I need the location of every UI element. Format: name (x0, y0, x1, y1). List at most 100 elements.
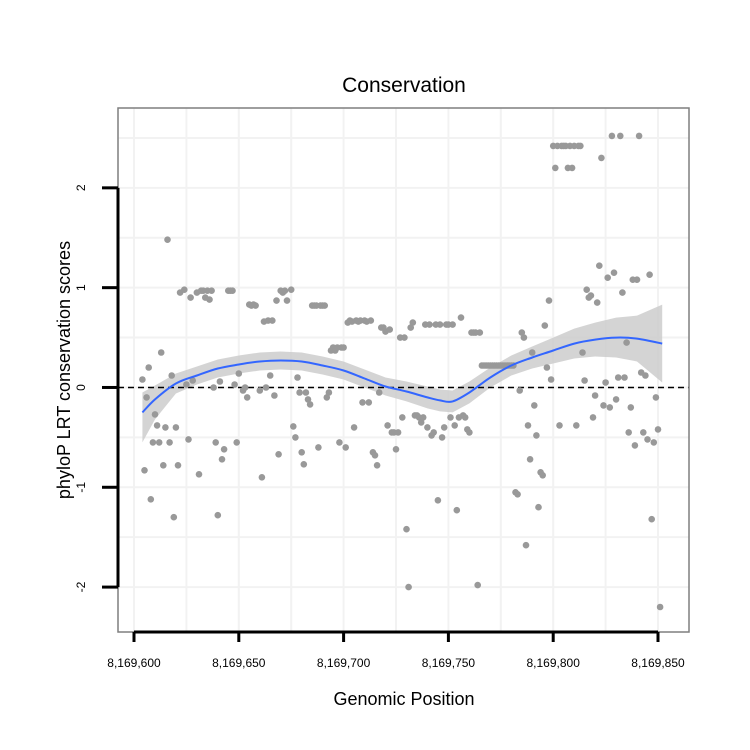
data-point (231, 381, 238, 388)
data-point (610, 269, 618, 277)
data-point (168, 372, 175, 379)
data-point (635, 132, 643, 140)
data-point (294, 374, 301, 381)
data-point (644, 436, 651, 443)
data-point (633, 276, 641, 284)
data-point (568, 164, 576, 172)
data-point (533, 432, 540, 439)
data-point (275, 451, 282, 458)
data-point (466, 429, 473, 436)
data-point (583, 286, 590, 294)
data-point (579, 349, 586, 356)
data-point (606, 404, 614, 411)
data-point (147, 496, 155, 503)
data-point (614, 374, 622, 381)
chart-title: Conservation (342, 74, 466, 97)
data-point (394, 429, 402, 436)
data-point (604, 274, 611, 282)
data-point (581, 377, 588, 384)
data-point (306, 401, 314, 408)
data-point (654, 426, 662, 433)
data-point (302, 389, 310, 396)
data-point (650, 439, 658, 446)
data-point (631, 442, 639, 449)
x-tick-label: 8,169,600 (107, 656, 161, 670)
data-point (185, 436, 192, 443)
data-point (359, 399, 366, 406)
data-point (155, 439, 163, 446)
data-point (621, 374, 628, 381)
x-tick-label: 8,169,700 (317, 656, 371, 670)
data-point (518, 329, 526, 336)
data-point (300, 461, 308, 468)
data-point (170, 513, 178, 521)
data-point (195, 471, 203, 478)
y-tick-label: 0 (74, 384, 88, 391)
data-point (229, 287, 236, 295)
data-point (625, 429, 632, 436)
data-point (573, 422, 580, 429)
data-point (290, 423, 297, 430)
data-point (535, 503, 542, 511)
x-tick-label: 8,169,850 (631, 656, 685, 670)
smooth-line (141, 336, 663, 414)
data-point (292, 434, 299, 441)
data-point (426, 321, 433, 328)
data-point (417, 419, 425, 426)
data-point (589, 414, 597, 421)
data-point (547, 376, 555, 383)
data-point (656, 603, 664, 611)
data-point (141, 467, 148, 474)
data-point (434, 497, 442, 504)
data-point (384, 422, 391, 429)
data-point (440, 424, 448, 431)
data-point (627, 404, 635, 411)
data-point (166, 439, 173, 446)
data-point (438, 434, 446, 441)
y-tick-label: 1 (74, 284, 88, 291)
data-point (617, 132, 624, 140)
data-point (269, 317, 276, 324)
data-point (531, 402, 538, 409)
data-point (273, 297, 280, 304)
data-point (602, 379, 609, 386)
data-point (321, 302, 329, 309)
data-point (619, 289, 626, 296)
data-point (157, 349, 165, 356)
data-point (596, 262, 603, 270)
data-point (447, 414, 454, 421)
data-point (453, 506, 461, 514)
smooth-curve (141, 336, 663, 414)
data-point (298, 449, 306, 456)
data-point (162, 424, 169, 431)
data-point (419, 414, 427, 421)
data-point (287, 286, 295, 294)
data-point (646, 271, 653, 279)
data-point (526, 456, 534, 463)
data-point (153, 422, 161, 429)
data-point (208, 287, 215, 295)
data-point (522, 541, 530, 549)
data-point (436, 321, 444, 328)
data-point (139, 376, 146, 383)
data-point (149, 439, 157, 446)
data-point (174, 462, 182, 469)
data-point (591, 392, 599, 399)
data-point (461, 414, 469, 421)
data-point (539, 472, 546, 479)
data-point (403, 525, 410, 533)
data-point (514, 491, 521, 498)
data-point (164, 236, 171, 243)
data-point (642, 372, 649, 379)
x-tick-label: 8,169,800 (527, 656, 581, 670)
y-tick-label: -2 (74, 581, 88, 592)
data-point (304, 396, 312, 403)
data-point (640, 429, 647, 436)
data-point (336, 439, 343, 446)
data-point (520, 334, 528, 341)
data-point (189, 377, 196, 384)
data-point (407, 324, 415, 331)
data-point (210, 384, 217, 391)
data-point (172, 424, 180, 431)
